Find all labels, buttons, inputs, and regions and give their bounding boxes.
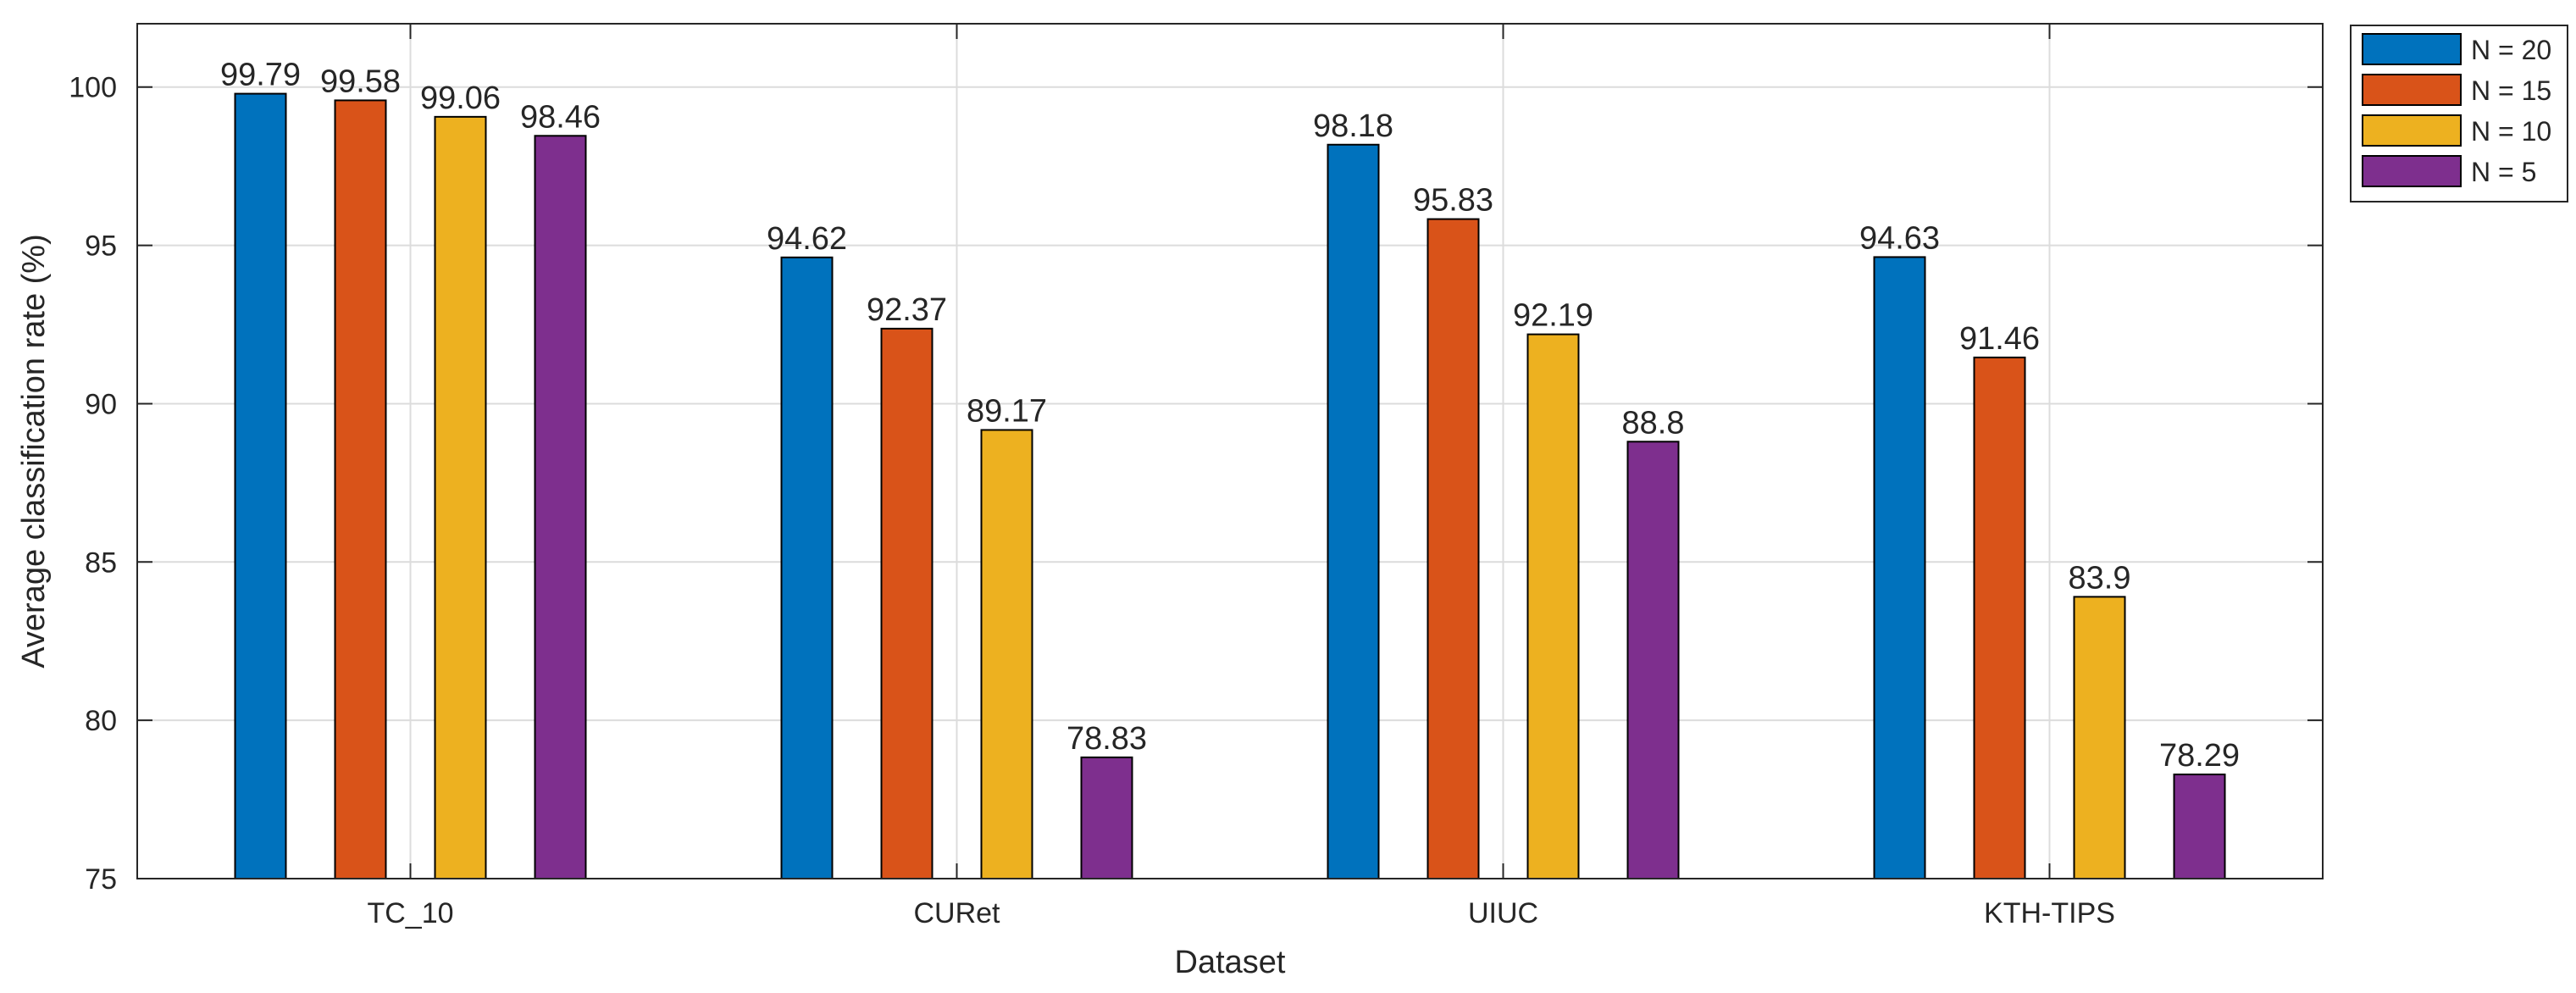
bar: [880, 327, 933, 880]
bar: [1873, 256, 1926, 879]
y-axis-title: Average classification rate (%): [16, 234, 52, 668]
legend-label: N = 10: [2471, 116, 2551, 147]
bar: [780, 256, 834, 879]
data-label: 88.8: [1622, 405, 1685, 441]
bar: [1626, 441, 1680, 879]
bar: [1080, 756, 1133, 879]
data-label: 94.63: [1859, 220, 1940, 256]
legend-swatch: [2362, 33, 2462, 65]
data-label: 99.06: [420, 80, 501, 116]
y-tick-label: 90: [85, 388, 117, 420]
legend-label: N = 5: [2471, 157, 2536, 187]
data-label: 78.83: [1066, 721, 1147, 757]
data-label: 98.18: [1313, 108, 1393, 144]
y-tick-label: 75: [85, 863, 117, 896]
y-tick-label: 100: [69, 72, 117, 104]
legend-swatch: [2362, 74, 2462, 106]
bar: [1973, 356, 2026, 879]
bar: [1526, 333, 1580, 879]
data-label: 89.17: [967, 393, 1047, 429]
data-label: 83.9: [2069, 560, 2131, 596]
bar: [534, 135, 587, 879]
x-tick-label: TC_10: [367, 897, 453, 929]
data-label: 98.46: [520, 99, 601, 135]
data-label: 99.58: [320, 64, 401, 99]
y-tick-label: 80: [85, 705, 117, 737]
bar: [1426, 218, 1480, 879]
bar: [2073, 596, 2126, 879]
ticks-layer: 75 80 85 90 95 100 TC_10 CURet UIUC KTH-TIPS: [69, 24, 2323, 929]
legend-label: N = 20: [2471, 35, 2551, 65]
bar: [434, 115, 487, 879]
y-tick-label: 95: [85, 230, 117, 263]
x-tick-label: CURet: [913, 897, 1000, 929]
data-label: 91.46: [1959, 321, 2040, 357]
x-axis-title: Dataset: [1175, 945, 1286, 980]
x-tick-label: UIUC: [1468, 897, 1538, 929]
data-label: 94.62: [767, 221, 847, 257]
data-label: 92.19: [1513, 298, 1593, 334]
data-labels-layer: 99.79 99.58 99.06 98.46 94.62 92.37 89.17 78.83…: [220, 58, 2240, 774]
legend-swatch: [2362, 155, 2462, 187]
legend: N = 20 N = 15 N = 10 N = 5: [2350, 25, 2568, 202]
legend-label: N = 15: [2471, 75, 2551, 106]
data-label: 92.37: [867, 292, 947, 328]
bar: [334, 99, 387, 880]
x-tick-label: KTH-TIPS: [1984, 897, 2115, 929]
legend-swatch: [2362, 114, 2462, 147]
data-label: 99.79: [220, 58, 301, 93]
bars-layer: [234, 92, 2226, 880]
bar: [2173, 774, 2226, 879]
bar: [980, 429, 1033, 879]
data-label: 78.29: [2159, 738, 2240, 774]
bar: [1327, 143, 1380, 879]
bar: [234, 92, 287, 880]
data-label: 95.83: [1413, 183, 1493, 219]
y-tick-label: 85: [85, 546, 117, 579]
plot-frame: [136, 23, 2324, 879]
